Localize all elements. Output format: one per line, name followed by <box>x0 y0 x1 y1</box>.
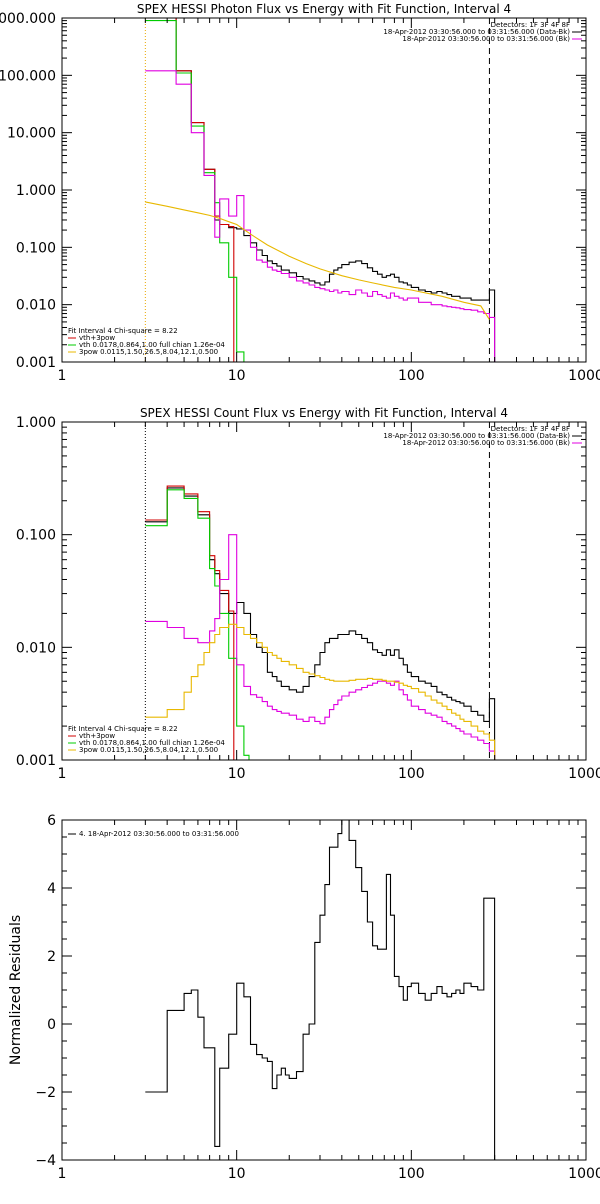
y-tick-label: 0.010 <box>16 298 56 314</box>
series-line-3 <box>145 20 250 362</box>
chart-title: SPEX HESSI Photon Flux vs Energy with Fi… <box>137 2 511 16</box>
x-tick-label: 1 <box>58 766 67 782</box>
plot-frame <box>61 421 587 761</box>
y-axis-label: Normalized Residuals <box>8 915 24 1065</box>
series-group <box>145 485 496 760</box>
legend-line-2: vth+3pow <box>79 732 115 740</box>
x-tick-label: 1 <box>58 368 67 384</box>
x-tick-label: 10 <box>228 766 246 782</box>
y-tick-label: −4 <box>35 1153 56 1169</box>
y-tick-label: 1.000 <box>16 183 56 199</box>
y-tick-label: 100.000 <box>0 68 56 84</box>
x-tick-label: 100 <box>398 1166 425 1182</box>
y-tick-label: 0.010 <box>16 640 56 656</box>
x-tick-label: 1 <box>58 1166 67 1182</box>
legend-line-3: vth 0.0178,0.864,1.00 full chian 1.26e-0… <box>79 739 225 747</box>
y-tick-label: 0.001 <box>16 753 56 769</box>
series-line-2 <box>145 18 235 362</box>
series-line-2 <box>145 485 235 760</box>
legend-line-4: 3pow 0.0115,1.50,26.5,8.04,12.1,0.500 <box>79 746 218 754</box>
header-line-1: Detectors: 1F 3F 4F 8F <box>491 21 570 29</box>
plot-frame <box>61 17 587 363</box>
x-tick-label: 1000 <box>568 368 600 384</box>
chart-1: SPEX HESSI Photon Flux vs Energy with Fi… <box>0 2 600 384</box>
series-line-3 <box>145 489 250 760</box>
header-line-3: 18-Apr-2012 03:30:56.000 to 03:31:56.000… <box>402 35 570 43</box>
y-tick-label: 0.100 <box>16 528 56 544</box>
legend-line-1: Fit Interval 4 Chi-square = 8.22 <box>68 327 178 335</box>
x-tick-label: 100 <box>398 766 425 782</box>
y-tick-label: 0.001 <box>16 355 56 371</box>
x-tick-label: 100 <box>398 368 425 384</box>
legend-line-4: 3pow 0.0115,1.50,26.5,8.04,12.1,0.500 <box>79 348 218 356</box>
chart-2: SPEX HESSI Count Flux vs Energy with Fit… <box>16 406 600 782</box>
y-tick-label: 6 <box>47 813 56 829</box>
x-tick-label: 10 <box>228 368 246 384</box>
y-tick-label: 1.000 <box>16 415 56 431</box>
legend-line-1: 4. 18-Apr-2012 03:30:56.000 to 03:31:56.… <box>79 830 239 838</box>
series-group <box>145 18 496 362</box>
series-line-5 <box>145 623 496 760</box>
x-tick-label: 10 <box>228 1166 246 1182</box>
header-line-2: 18-Apr-2012 03:30:56.000 to 03:31:56.000… <box>383 432 570 440</box>
y-tick-label: 0 <box>47 1017 56 1033</box>
x-tick-label: 1000 <box>568 766 600 782</box>
chart-title: SPEX HESSI Count Flux vs Energy with Fit… <box>140 406 508 420</box>
plot-frame <box>61 819 587 1161</box>
header-line-3: 18-Apr-2012 03:30:56.000 to 03:31:56.000… <box>402 439 570 447</box>
series-line-1 <box>145 820 496 1160</box>
y-tick-label: 4 <box>47 881 56 897</box>
series-line-5 <box>145 201 490 320</box>
x-tick-label: 1000 <box>568 1166 600 1182</box>
y-tick-label: −2 <box>35 1085 56 1101</box>
header-line-1: Detectors: 1F 3F 4F 8F <box>491 425 570 433</box>
legend-line-3: vth 0.0178,0.864,1.00 full chian 1.26e-0… <box>79 341 225 349</box>
series-line-4 <box>145 70 496 362</box>
y-tick-label: 0.100 <box>16 240 56 256</box>
legend-line-2: vth+3pow <box>79 334 115 342</box>
series-line-1 <box>145 18 496 362</box>
y-tick-label: 2 <box>47 949 56 965</box>
legend-line-1: Fit Interval 4 Chi-square = 8.22 <box>68 725 178 733</box>
header-line-2: 18-Apr-2012 03:30:56.000 to 03:31:56.000… <box>383 28 570 36</box>
series-group <box>145 820 496 1160</box>
y-tick-label: 10.000 <box>7 126 56 142</box>
chart-3: 1 10 100 1000 −4 −2 0 2 4 6 Normalized Residuals 4.… <box>8 813 600 1182</box>
series-line-4 <box>145 534 496 760</box>
y-tick-label: 1000.000 <box>0 11 56 27</box>
